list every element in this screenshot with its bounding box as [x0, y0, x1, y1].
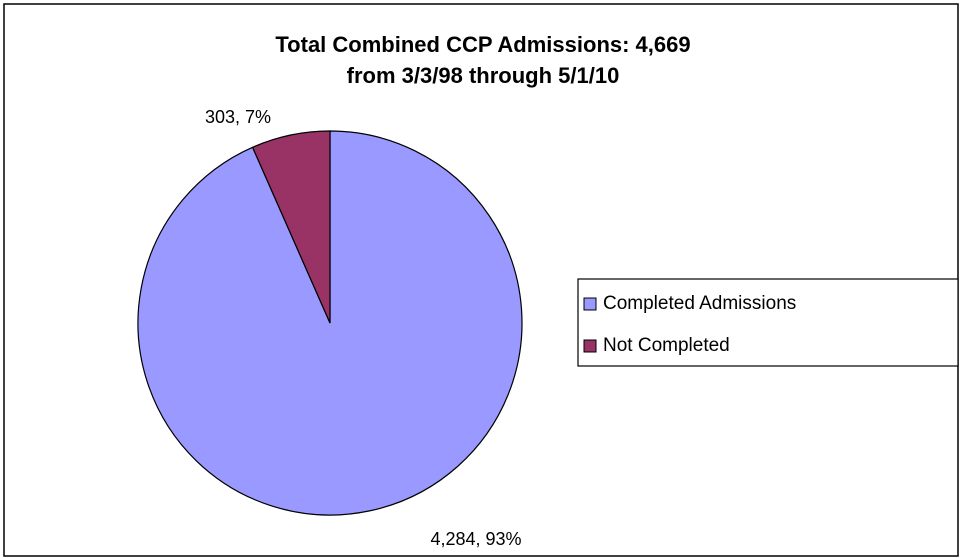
legend-label: Completed Admissions: [603, 293, 796, 314]
legend-swatch: [583, 297, 597, 311]
legend-box: [577, 278, 959, 367]
legend-label: Not Completed: [603, 335, 730, 356]
data-label: 4,284, 93%: [430, 529, 521, 549]
chart-subtitle: from 3/3/98 through 5/1/10: [347, 63, 620, 88]
chart-title: Total Combined CCP Admissions: 4,669: [275, 32, 690, 57]
legend-swatch: [583, 339, 597, 353]
pie-slice: [251, 130, 331, 324]
data-label: 303, 7%: [205, 107, 271, 127]
